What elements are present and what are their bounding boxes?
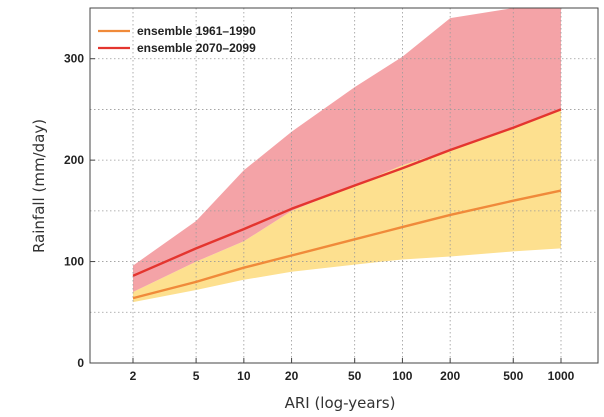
y-tick-label-1: 100 [64,255,84,269]
legend-label-2070-2099: ensemble 2070–2099 [137,41,256,55]
x-axis-label: ARI (log-years) [285,394,396,412]
legend-label-1961-1990: ensemble 1961–1990 [137,24,256,38]
x-tick-label-5: 100 [392,369,412,383]
x-tick-label-2: 10 [237,369,251,383]
series-lines [132,108,562,300]
band-series-0 [133,109,561,303]
y-tick-label-2: 200 [64,153,84,167]
y-axis-label: Rainfall (mm/day) [30,119,48,253]
y-tick-label-3: 300 [64,52,84,66]
axis-ticks: 2 5 10 20 50 100 200 500 1000 0 100 200 300 [64,52,575,383]
x-tick-label-4: 50 [348,369,362,383]
x-tick-label-0: 2 [130,369,137,383]
legend: ensemble 1961–1990 ensemble 2070–2099 [98,24,256,55]
plot-frame [89,7,599,364]
x-tick-label-1: 5 [193,369,200,383]
y-tick-label-0: 0 [77,356,84,370]
series-line-0 [132,189,562,300]
x-tick-label-3: 20 [285,369,299,383]
series-line-1 [132,108,562,277]
x-tick-label-8: 1000 [548,369,575,383]
x-tick-label-6: 200 [440,369,460,383]
x-tick-label-7: 500 [503,369,523,383]
band-series-1 [133,8,561,292]
uncertainty-bands [133,8,561,303]
